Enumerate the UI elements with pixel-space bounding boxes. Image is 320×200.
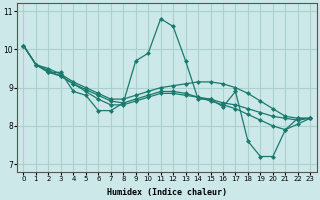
X-axis label: Humidex (Indice chaleur): Humidex (Indice chaleur) [107, 188, 227, 197]
